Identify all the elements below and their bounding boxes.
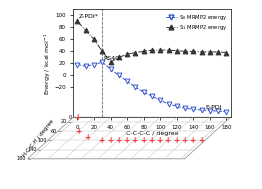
Legend: S$_0$ MRMP2 energy, S$_1$ MRMP2 energy: S$_0$ MRMP2 energy, S$_1$ MRMP2 energy [165,12,228,32]
Text: +: + [132,136,138,145]
Text: +: + [189,136,196,145]
Text: RS40: RS40 [103,56,119,61]
Text: 180: 180 [17,156,26,161]
X-axis label: C-C-C-C / degree: C-C-C-C / degree [126,131,178,136]
Text: +: + [140,136,146,145]
Text: Z-PDI*: Z-PDI* [78,14,98,19]
Text: +: + [85,133,91,143]
Text: +: + [148,136,154,145]
Text: H-C-C-H / degree: H-C-C-H / degree [22,118,55,158]
Text: E-PDI: E-PDI [206,105,222,110]
Text: 60: 60 [51,129,57,134]
Y-axis label: Energy / kcal mol$^{-1}$: Energy / kcal mol$^{-1}$ [42,32,53,94]
Text: +: + [76,127,82,136]
Text: +: + [173,136,179,145]
Text: +: + [99,136,105,145]
Text: 0: 0 [69,115,72,120]
Text: 100: 100 [37,138,47,143]
Text: +: + [123,136,130,145]
Text: +: + [107,136,113,145]
Text: 20: 20 [61,119,67,124]
Text: +: + [165,136,171,145]
Text: +: + [198,136,204,145]
Text: +: + [181,136,188,145]
Text: +: + [115,136,121,145]
Text: +: + [156,136,163,145]
Text: 140: 140 [27,147,36,152]
Text: +: + [74,113,81,122]
